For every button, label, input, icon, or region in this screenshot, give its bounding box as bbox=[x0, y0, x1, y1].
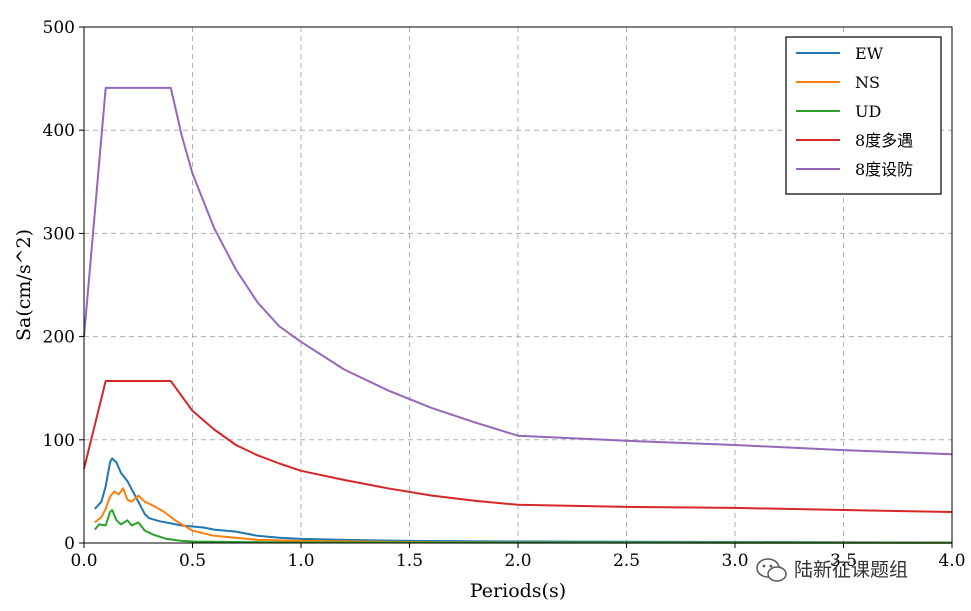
series-line-2 bbox=[94, 487, 953, 544]
x-tick-label: 3.5 bbox=[830, 551, 857, 571]
x-tick-label: 0.5 bbox=[179, 551, 206, 571]
x-tick-label: 1.5 bbox=[396, 551, 423, 571]
legend-label-1: EW bbox=[855, 44, 884, 63]
x-tick-label: 4.0 bbox=[938, 551, 965, 571]
x-tick-label: 2.5 bbox=[613, 551, 640, 571]
y-tick-label: 400 bbox=[43, 121, 75, 141]
legend-box bbox=[785, 36, 942, 195]
y-tick-label: 300 bbox=[43, 224, 75, 244]
x-axis-label: Periods(s) bbox=[470, 580, 566, 602]
series-layer bbox=[83, 86, 953, 544]
legend-label-2: NS bbox=[855, 73, 880, 92]
legend-label-5: 8度设防 bbox=[855, 160, 913, 179]
y-tick-label: 500 bbox=[43, 18, 75, 38]
y-tick-label: 200 bbox=[43, 328, 75, 348]
wechat-icon bbox=[756, 558, 787, 582]
legend: EW NS UD 8度多遇 8度设防 bbox=[785, 36, 942, 195]
x-tick-label: 3.0 bbox=[721, 551, 748, 571]
ticks: 0.0 0.5 1.0 1.5 2.0 2.5 3.0 3.5 4.0 0 100 200 300 400… bbox=[43, 18, 966, 571]
watermark-text: 陆新征课题组 bbox=[794, 559, 908, 581]
watermark: 陆新征课题组 bbox=[756, 558, 908, 582]
series-line-4 bbox=[83, 380, 953, 513]
x-tick-label: 1.0 bbox=[287, 551, 314, 571]
series-line-5 bbox=[83, 86, 953, 456]
y-tick-label: 100 bbox=[43, 431, 75, 451]
legend-label-4: 8度多遇 bbox=[855, 131, 913, 150]
series-line-3 bbox=[94, 509, 953, 544]
y-axis-label: Sa(cm/s^2) bbox=[13, 229, 35, 341]
x-tick-label: 2.0 bbox=[504, 551, 531, 571]
series-line-1 bbox=[94, 457, 953, 544]
y-tick-label: 0 bbox=[64, 534, 75, 554]
x-tick-label: 0.0 bbox=[70, 551, 97, 571]
legend-label-3: UD bbox=[855, 102, 881, 121]
